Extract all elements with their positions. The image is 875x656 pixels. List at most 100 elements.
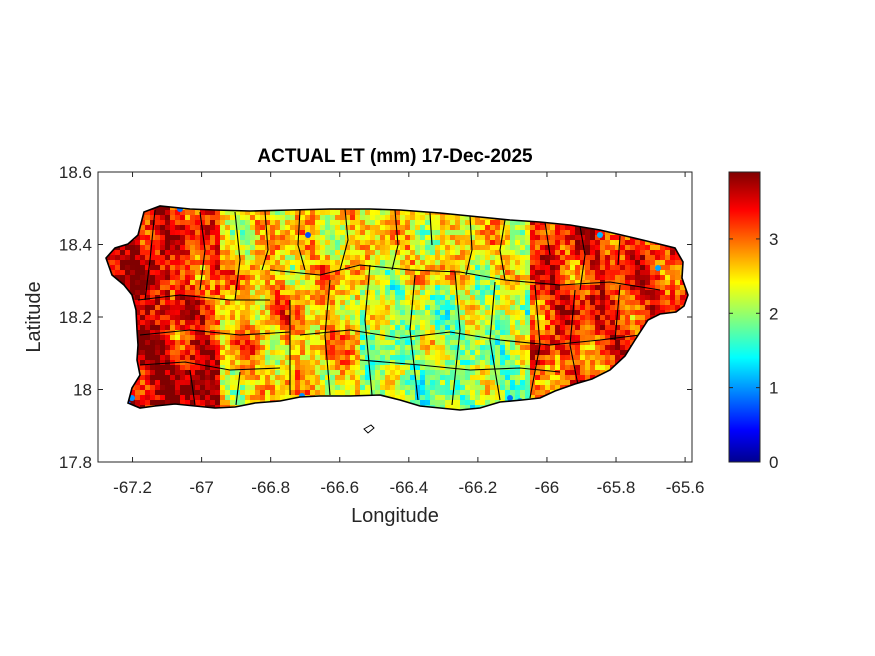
heatmap-cell: [275, 260, 281, 266]
heatmap-cell: [570, 265, 576, 271]
heatmap-cell: [290, 225, 296, 231]
heatmap-cell: [430, 340, 436, 346]
heatmap-cell: [460, 230, 466, 236]
heatmap-cell: [235, 225, 241, 231]
heatmap-cell: [270, 210, 276, 216]
heatmap-cell: [330, 320, 336, 326]
heatmap-cell: [485, 375, 491, 381]
heatmap-cell: [230, 370, 236, 376]
heatmap-cell: [195, 305, 201, 311]
heatmap-cell: [170, 320, 176, 326]
heatmap-cell: [345, 290, 351, 296]
heatmap-cell: [175, 365, 181, 371]
heatmap-cell: [300, 330, 306, 336]
heatmap-cell: [510, 295, 516, 301]
heatmap-cell: [565, 230, 571, 236]
heatmap-cell: [205, 225, 211, 231]
heatmap-cell: [305, 370, 311, 376]
heatmap-cell: [185, 370, 191, 376]
heatmap-cell: [625, 260, 631, 266]
heatmap-cell: [165, 340, 171, 346]
heatmap-cell: [110, 250, 116, 256]
heatmap-cell: [235, 330, 241, 336]
heatmap-cell: [200, 380, 206, 386]
heatmap-cell: [375, 390, 381, 396]
heatmap-cell: [180, 280, 186, 286]
heatmap-cell: [180, 375, 186, 381]
heatmap-cell: [635, 285, 641, 291]
heatmap-cell: [655, 250, 661, 256]
heatmap-cell: [400, 265, 406, 271]
heatmap-cell: [235, 260, 241, 266]
heatmap-cell: [275, 305, 281, 311]
heatmap-cell: [220, 310, 226, 316]
heatmap-cell: [540, 335, 546, 341]
heatmap-cell: [415, 240, 421, 246]
heatmap-cell: [310, 280, 316, 286]
heatmap-cell: [305, 260, 311, 266]
heatmap-cell: [185, 385, 191, 391]
heatmap-cell: [360, 275, 366, 281]
heatmap-cell: [375, 295, 381, 301]
heatmap-cell: [295, 220, 301, 226]
heatmap-cell: [490, 255, 496, 261]
heatmap-cell: [625, 255, 631, 261]
heatmap-cell: [235, 245, 241, 251]
heatmap-cell: [300, 285, 306, 291]
heatmap-cell: [245, 275, 251, 281]
heatmap-cell: [265, 285, 271, 291]
heatmap-cell: [460, 290, 466, 296]
heatmap-cell: [235, 290, 241, 296]
heatmap-cell: [440, 395, 446, 401]
heatmap-cell: [605, 260, 611, 266]
heatmap-cell: [410, 375, 416, 381]
heatmap-cell: [135, 305, 141, 311]
heatmap-cell: [565, 315, 571, 321]
heatmap-cell: [160, 225, 166, 231]
heatmap-cell: [640, 275, 646, 281]
heatmap-cell: [460, 365, 466, 371]
heatmap-cell: [460, 260, 466, 266]
heatmap-cell: [135, 270, 141, 276]
heatmap-cell: [305, 385, 311, 391]
heatmap-cell: [505, 275, 511, 281]
heatmap-cell: [465, 260, 471, 266]
heatmap-cell: [225, 330, 231, 336]
heatmap-cell: [605, 355, 611, 361]
heatmap-cell: [155, 260, 161, 266]
heatmap-cell: [295, 215, 301, 221]
heatmap-cell: [450, 230, 456, 236]
heatmap-cell: [470, 370, 476, 376]
heatmap-cell: [510, 375, 516, 381]
heatmap-cell: [600, 255, 606, 261]
heatmap-cell: [330, 245, 336, 251]
heatmap-cell: [210, 270, 216, 276]
heatmap-cell: [510, 315, 516, 321]
heatmap-cell: [515, 340, 521, 346]
heatmap-cell: [590, 245, 596, 251]
heatmap-cell: [485, 265, 491, 271]
heatmap-cell: [420, 305, 426, 311]
heatmap-cell: [150, 305, 156, 311]
heatmap-cell: [290, 355, 296, 361]
heatmap-cell: [605, 275, 611, 281]
heatmap-cell: [465, 370, 471, 376]
heatmap-cell: [555, 295, 561, 301]
heatmap-cell: [275, 340, 281, 346]
heatmap-cell: [420, 260, 426, 266]
heatmap-cell: [385, 300, 391, 306]
heatmap-cell: [530, 240, 536, 246]
heatmap-cell: [605, 240, 611, 246]
heatmap-cell: [440, 310, 446, 316]
heatmap-cell: [530, 220, 536, 226]
heatmap-cell: [175, 210, 181, 216]
heatmap-cell: [375, 360, 381, 366]
heatmap-cell: [145, 225, 151, 231]
heatmap-cell: [260, 270, 266, 276]
heatmap-cell: [245, 325, 251, 331]
heatmap-cell: [555, 350, 561, 356]
heatmap-cell: [650, 275, 656, 281]
heatmap-cell: [175, 385, 181, 391]
heatmap-cell: [630, 320, 636, 326]
heatmap-cell: [130, 275, 136, 281]
